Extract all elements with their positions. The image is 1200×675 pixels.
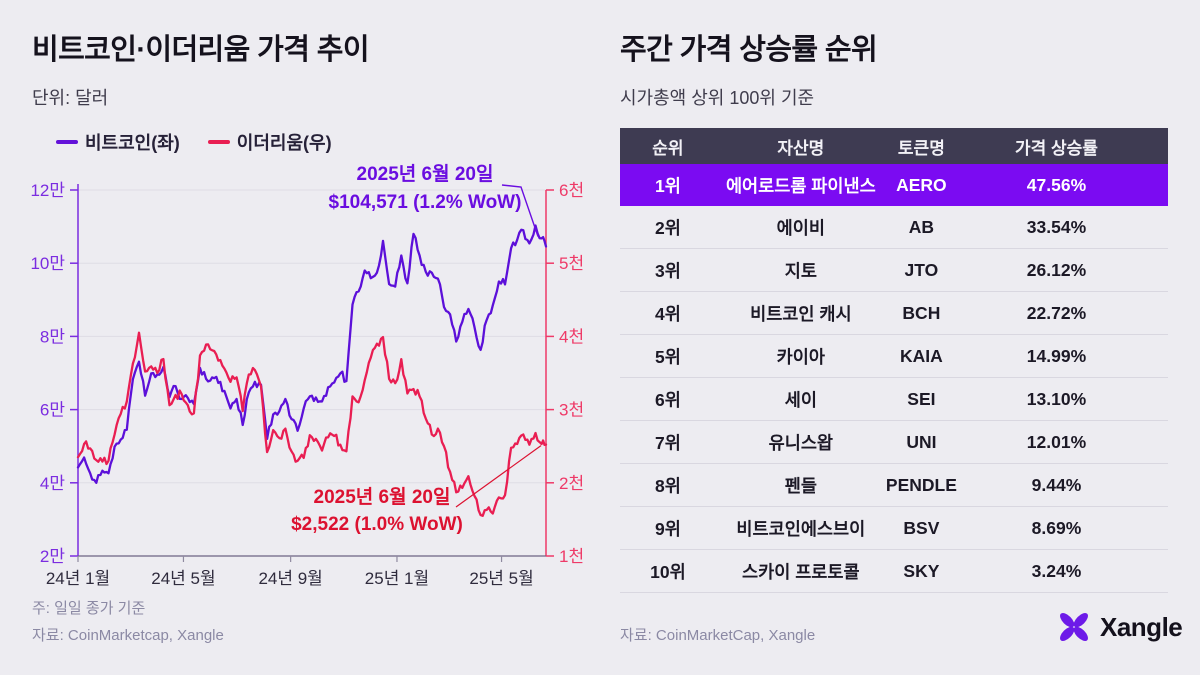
cell-token: SEI (907, 388, 936, 409)
ranking-subtitle: 시가총액 상위 100위 기준 (620, 88, 815, 108)
left-chart-title: 비트코인·이더리움 가격 추이 (32, 34, 370, 66)
ranking-title: 주간 가격 상승률 순위 (620, 34, 878, 66)
cell-change: 13.10% (1026, 388, 1087, 409)
svg-text:8만: 8만 (40, 327, 65, 346)
table-row: 6위 세이 SEI 13.10% (620, 378, 1168, 421)
table-row: 4위 비트코인 캐시 BCH 22.72% (620, 292, 1168, 335)
cell-rank: 1위 (655, 175, 681, 196)
xangle-logo-text: Xangle (1100, 611, 1183, 642)
svg-text:2025년 6월 20일: 2025년 6월 20일 (314, 486, 451, 508)
table-row: 3위 지토 JTO 26.12% (620, 249, 1168, 292)
cell-change: 8.69% (1031, 517, 1082, 538)
cell-rank: 6위 (655, 389, 681, 410)
cell-change: 33.54% (1026, 216, 1087, 237)
cell-change: 9.44% (1031, 474, 1082, 495)
svg-text:5천: 5천 (559, 254, 584, 273)
cell-change: 26.12% (1026, 259, 1087, 280)
svg-text:6천: 6천 (559, 181, 584, 200)
left-chart-unit: 단위: 달러 (32, 88, 109, 108)
ranking-source: 자료: CoinMarketCap, Xangle (620, 627, 816, 644)
cell-token: BCH (902, 302, 941, 323)
ethereum-line-swatch-icon (207, 140, 230, 144)
svg-text:25년 1월: 25년 1월 (365, 569, 429, 588)
header-token: 토큰명 (897, 138, 945, 158)
cell-asset: 비트코인에스브이 (736, 518, 866, 539)
legend-item-ethereum: 이더리움(우) (207, 129, 332, 155)
table-row: 1위 에어로드롬 파이낸스 AERO 47.56% (620, 164, 1168, 206)
svg-text:$104,571 (1.2% WoW): $104,571 (1.2% WoW) (329, 192, 522, 213)
cell-rank: 8위 (655, 475, 681, 496)
cell-rank: 9위 (655, 518, 681, 539)
legend-label-ethereum: 이더리움(우) (236, 133, 332, 153)
cell-asset: 스카이 프로토콜 (742, 561, 860, 582)
legend-item-bitcoin: 비트코인(좌) (56, 129, 180, 155)
svg-text:24년 9월: 24년 9월 (258, 569, 322, 588)
cell-change: 14.99% (1026, 345, 1087, 366)
table-row: 10위 스카이 프로토콜 SKY 3.24% (620, 550, 1168, 593)
cell-rank: 2위 (655, 217, 681, 238)
svg-text:24년 1월: 24년 1월 (46, 569, 110, 588)
cell-asset: 세이 (784, 389, 817, 410)
svg-text:3천: 3천 (559, 401, 584, 420)
svg-text:6만: 6만 (40, 401, 65, 420)
cell-token: AB (908, 216, 935, 237)
cell-token: UNI (906, 431, 937, 452)
cell-rank: 4위 (655, 303, 681, 324)
table-row: 5위 카이아 KAIA 14.99% (620, 335, 1168, 378)
cell-asset: 에어로드롬 파이낸스 (725, 175, 876, 196)
chart-legend: 비트코인(좌) 이더리움(우) (56, 129, 332, 155)
svg-text:4천: 4천 (559, 327, 584, 346)
cell-token: AERO (896, 174, 947, 195)
svg-text:25년 5월: 25년 5월 (469, 569, 533, 588)
cell-rank: 7위 (655, 432, 681, 453)
cell-rank: 10위 (650, 561, 686, 582)
cell-token: PENDLE (885, 474, 957, 495)
cell-asset: 지토 (784, 260, 817, 281)
cell-asset: 펜들 (784, 475, 817, 496)
bitcoin-line-swatch-icon (56, 140, 78, 144)
cell-rank: 3위 (655, 260, 681, 281)
svg-text:4만: 4만 (40, 474, 65, 493)
cell-change: 3.24% (1031, 560, 1082, 581)
table-row: 8위 펜들 PENDLE 9.44% (620, 464, 1168, 507)
legend-label-bitcoin: 비트코인(좌) (85, 133, 180, 153)
cell-asset: 에이비 (776, 217, 825, 238)
svg-text:2025년 6월 20일: 2025년 6월 20일 (357, 163, 494, 185)
ranking-table-header: 순위 자산명 토큰명 가격 상승률 (620, 128, 1168, 164)
cell-change: 12.01% (1026, 431, 1087, 452)
cell-asset: 유니스왑 (768, 432, 834, 453)
svg-text:24년 5월: 24년 5월 (151, 569, 215, 588)
table-row: 7위 유니스왑 UNI 12.01% (620, 421, 1168, 464)
svg-text:1천: 1천 (559, 547, 584, 566)
svg-text:$2,522 (1.0% WoW): $2,522 (1.0% WoW) (291, 514, 463, 535)
table-row: 2위 에이비 AB 33.54% (620, 206, 1168, 249)
price-line-chart: 12만 10만 8만 6만 4만 2만 6천 5천 4천 3천 2천 1천 24년 1월 24년 5월 24… (30, 163, 584, 588)
chart-footnote: 주: 일일 종가 기준 (32, 600, 146, 617)
chart-source: 자료: CoinMarketcap, Xangle (32, 627, 224, 644)
cell-token: SKY (903, 560, 940, 581)
svg-text:10만: 10만 (30, 254, 65, 273)
ranking-table: 순위 자산명 토큰명 가격 상승률 1위 에어로드롬 파이낸스 AERO 47.… (620, 128, 1168, 593)
header-rank: 순위 (652, 138, 684, 158)
cell-change: 47.56% (1026, 174, 1087, 195)
xangle-pinwheel-icon (1060, 613, 1088, 641)
cell-asset: 비트코인 캐시 (750, 303, 852, 324)
cell-change: 22.72% (1026, 302, 1087, 323)
header-asset: 자산명 (777, 138, 825, 158)
cell-token: JTO (904, 259, 939, 280)
cell-asset: 카이아 (776, 346, 825, 367)
svg-text:2천: 2천 (559, 474, 584, 493)
ranking-table-body: 1위 에어로드롬 파이낸스 AERO 47.56% 2위 에이비 AB 33.5… (620, 164, 1168, 593)
header-change: 가격 상승률 (1015, 138, 1098, 158)
cell-token: BSV (903, 517, 940, 538)
svg-text:12만: 12만 (30, 181, 65, 200)
cell-rank: 5위 (655, 346, 681, 367)
cell-token: KAIA (899, 345, 943, 366)
xangle-logo: Xangle (1056, 609, 1183, 645)
svg-text:2만: 2만 (40, 547, 65, 566)
table-row: 9위 비트코인에스브이 BSV 8.69% (620, 507, 1168, 550)
